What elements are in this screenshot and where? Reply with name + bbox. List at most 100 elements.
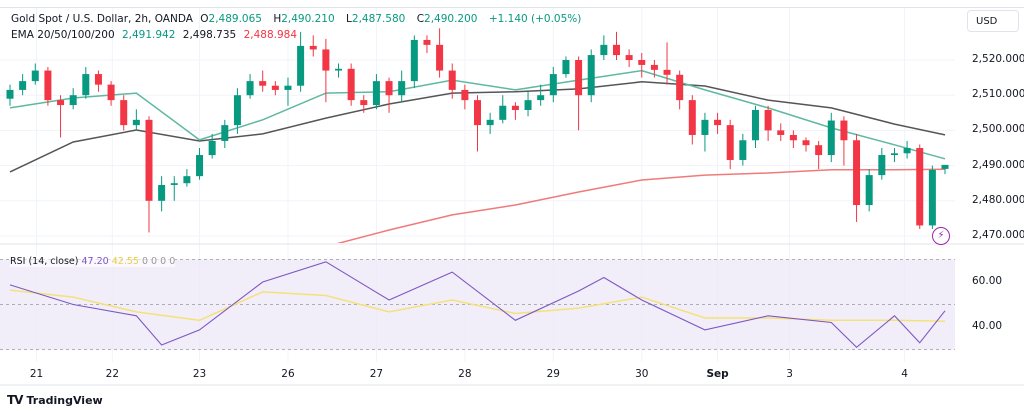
candle-body bbox=[44, 70, 52, 101]
candle-body bbox=[271, 85, 279, 90]
candle-body bbox=[436, 44, 444, 71]
candle-body bbox=[94, 74, 102, 85]
rsi-line bbox=[9, 261, 946, 349]
ema200-line bbox=[336, 168, 946, 243]
candle-body bbox=[284, 85, 292, 90]
candle-body bbox=[650, 64, 658, 70]
candle-body bbox=[398, 81, 406, 96]
symbol-legend: Gold Spot / U.S. Dollar, 2h, OANDA O2,48… bbox=[11, 13, 582, 25]
tradingview-logo[interactable]: 𝗧𝗩 TradingView bbox=[7, 393, 103, 407]
candle-body bbox=[575, 60, 583, 96]
candle-body bbox=[233, 95, 241, 126]
candle-body bbox=[145, 119, 153, 201]
tradingview-logo-icon: 𝗧𝗩 bbox=[7, 393, 24, 407]
candle-body bbox=[853, 140, 861, 206]
candle-body bbox=[524, 100, 532, 110]
candle-body bbox=[57, 100, 65, 106]
rsi-ma-value: 42.55 bbox=[111, 256, 139, 267]
time-tick-label: 27 bbox=[369, 368, 384, 380]
candle-body bbox=[600, 44, 608, 56]
time-tick-label: 29 bbox=[546, 368, 560, 380]
ema20-value: 2,491.942 bbox=[121, 29, 176, 41]
chart-frame bbox=[0, 7, 1024, 388]
time-tick-label: 4 bbox=[901, 368, 908, 380]
candle-body bbox=[764, 109, 772, 131]
candle-body bbox=[549, 74, 557, 96]
ema50-value: 2,498.735 bbox=[182, 29, 237, 41]
price-tick-label: 2,520.000 bbox=[972, 53, 1024, 65]
candle-body bbox=[19, 81, 27, 90]
price-tick-label: 2,470.000 bbox=[972, 229, 1024, 241]
candle-body bbox=[322, 49, 330, 71]
rsi-label[interactable]: RSI (14, close) bbox=[10, 256, 79, 267]
candle-body bbox=[221, 125, 229, 141]
rsi-legend: RSI (14, close) 47.20 42.55 0 0 0 0 bbox=[10, 256, 176, 267]
candle-body bbox=[865, 175, 873, 206]
candle-body bbox=[208, 140, 216, 156]
candle-body bbox=[499, 105, 507, 120]
candle-body bbox=[878, 155, 886, 176]
candle-body bbox=[751, 109, 759, 141]
candle-body bbox=[259, 81, 267, 86]
candle-body bbox=[297, 45, 305, 86]
high-value: 2,490.210 bbox=[281, 13, 335, 25]
candle-body bbox=[789, 134, 797, 141]
candle-body bbox=[511, 105, 519, 110]
candle-body bbox=[196, 155, 204, 177]
candle-body bbox=[486, 119, 494, 126]
time-tick-label: 30 bbox=[635, 368, 649, 380]
time-tick-label: 21 bbox=[29, 368, 44, 380]
candle-body bbox=[701, 119, 709, 135]
ema200-value: 2,488.984 bbox=[243, 29, 298, 41]
rsi-tick-label: 60.00 bbox=[972, 275, 1003, 287]
candle-body bbox=[688, 100, 696, 135]
candle-body bbox=[335, 68, 343, 71]
candle-body bbox=[448, 70, 456, 90]
candle-body bbox=[372, 81, 380, 106]
ema50-line bbox=[9, 81, 946, 173]
candle-body bbox=[537, 95, 545, 101]
candle-body bbox=[890, 153, 898, 156]
price-tick-label: 2,480.000 bbox=[972, 193, 1024, 206]
candle-body bbox=[6, 89, 14, 99]
price-tick-label: 2,510.000 bbox=[972, 88, 1024, 101]
candle-body bbox=[385, 81, 393, 96]
rsi-tick-label: 40.00 bbox=[972, 320, 1003, 332]
ema20-line bbox=[9, 69, 946, 160]
time-tick-label: 3 bbox=[786, 368, 793, 380]
candle-body bbox=[183, 176, 191, 184]
candle-body bbox=[676, 74, 684, 101]
candle-body bbox=[663, 69, 671, 75]
symbol-title[interactable]: Gold Spot / U.S. Dollar, 2h, OANDA bbox=[11, 13, 193, 25]
candle-body bbox=[347, 68, 355, 101]
candle-body bbox=[802, 140, 810, 146]
candle-body bbox=[82, 74, 90, 96]
time-tick-label: Sep bbox=[706, 368, 729, 380]
candle-body bbox=[903, 148, 911, 154]
low-value: 2,487.580 bbox=[351, 13, 406, 25]
candle-body bbox=[170, 183, 178, 185]
currency-button[interactable]: USD bbox=[967, 10, 1019, 32]
ema-label[interactable]: EMA 20/50/100/200 bbox=[11, 29, 115, 41]
lightning-icon[interactable]: ⚡ bbox=[932, 227, 950, 245]
candle-body bbox=[309, 45, 317, 50]
candle-body bbox=[246, 81, 254, 96]
price-tick-label: 2,490.000 bbox=[972, 158, 1024, 171]
brand-name: TradingView bbox=[26, 393, 103, 407]
candle-body bbox=[31, 70, 39, 82]
candle-body bbox=[410, 39, 418, 82]
candle-body bbox=[815, 145, 823, 156]
candle-body bbox=[840, 120, 848, 141]
candle-body bbox=[916, 148, 924, 226]
time-tick-label: 26 bbox=[281, 368, 295, 380]
time-tick-label: 23 bbox=[192, 368, 207, 380]
time-tick-label: 22 bbox=[105, 368, 120, 380]
candle-body bbox=[474, 100, 481, 126]
candle-body bbox=[739, 140, 747, 160]
candle-body bbox=[726, 125, 734, 160]
close-value: 2,490.200 bbox=[424, 13, 478, 25]
candle-body bbox=[587, 55, 595, 96]
candle-body bbox=[120, 100, 128, 126]
price-tick-label: 2,500.000 bbox=[972, 123, 1024, 136]
